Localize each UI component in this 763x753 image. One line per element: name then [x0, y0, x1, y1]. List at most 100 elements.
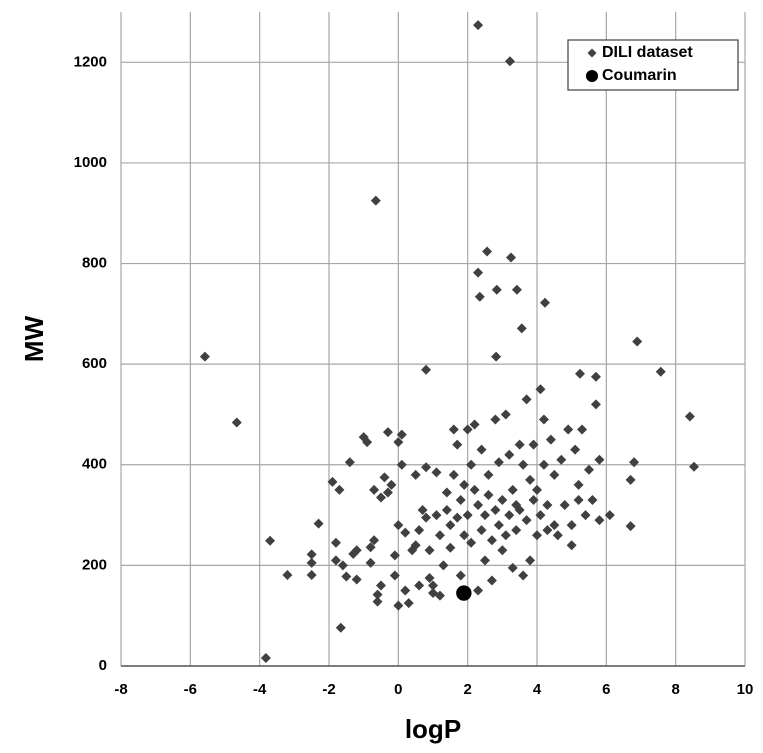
point — [521, 394, 532, 405]
point — [594, 515, 605, 526]
point — [459, 530, 470, 541]
point — [573, 494, 584, 505]
point — [337, 560, 348, 571]
point — [376, 492, 386, 503]
point — [480, 510, 490, 521]
point — [431, 510, 442, 521]
x-tick-label: 0 — [394, 681, 402, 698]
point — [491, 351, 502, 362]
point — [330, 555, 341, 566]
point — [632, 336, 643, 347]
point — [684, 411, 695, 422]
point — [306, 549, 317, 560]
point — [566, 540, 577, 551]
point — [573, 479, 584, 490]
point — [441, 487, 452, 498]
point — [410, 540, 421, 551]
point — [528, 439, 539, 450]
point — [506, 252, 516, 263]
x-tick-label: 8 — [671, 681, 679, 698]
legend-label: DILI dataset — [602, 44, 693, 61]
point — [372, 589, 383, 600]
point — [334, 484, 345, 495]
point — [260, 652, 271, 663]
point — [393, 600, 404, 611]
point — [594, 454, 605, 465]
point — [456, 585, 472, 601]
x-tick-label: 10 — [737, 681, 754, 698]
point — [497, 494, 508, 505]
point — [490, 505, 501, 516]
point — [370, 195, 381, 206]
point — [372, 596, 383, 607]
point — [563, 424, 574, 435]
point — [507, 484, 518, 495]
point — [466, 537, 477, 548]
point — [466, 459, 477, 470]
point — [507, 562, 518, 573]
point — [482, 246, 493, 257]
legend-marker — [587, 48, 597, 58]
point — [351, 574, 362, 585]
point — [428, 580, 438, 591]
point — [516, 323, 527, 334]
point — [542, 525, 553, 536]
point — [629, 457, 640, 468]
point — [504, 56, 515, 67]
point — [590, 371, 601, 382]
legend-marker — [585, 69, 599, 83]
point — [504, 510, 515, 521]
point — [473, 20, 484, 31]
point — [577, 424, 588, 435]
point — [655, 366, 666, 377]
point — [455, 494, 466, 505]
point — [500, 409, 511, 420]
point — [462, 424, 473, 435]
point — [511, 284, 522, 295]
point — [414, 525, 425, 536]
point — [389, 570, 400, 581]
point — [386, 479, 397, 490]
point — [474, 291, 485, 302]
point — [480, 555, 490, 566]
point — [473, 267, 484, 278]
point — [365, 557, 376, 568]
point — [306, 569, 317, 580]
point — [421, 512, 432, 523]
point — [445, 520, 456, 531]
point — [476, 444, 487, 455]
point — [559, 500, 570, 511]
point — [549, 469, 560, 480]
point — [448, 469, 459, 480]
point — [455, 570, 466, 581]
point — [389, 550, 400, 561]
point — [434, 530, 445, 541]
x-tick-label: -8 — [114, 681, 127, 698]
x-tick-label: 6 — [602, 681, 610, 698]
y-tick-label: 400 — [82, 456, 107, 473]
x-tick-label: -4 — [253, 681, 267, 698]
point — [483, 469, 494, 480]
point — [393, 520, 404, 531]
point — [504, 449, 515, 460]
point — [351, 545, 362, 556]
point — [330, 537, 341, 548]
x-tick-label: -2 — [322, 681, 335, 698]
point — [421, 364, 432, 375]
point — [424, 545, 435, 556]
point — [393, 437, 404, 448]
point — [341, 571, 352, 582]
point — [445, 542, 456, 553]
point — [469, 484, 480, 495]
point — [532, 484, 542, 495]
point — [580, 510, 591, 521]
point — [231, 417, 242, 428]
legend-box — [567, 39, 739, 91]
point — [376, 580, 386, 591]
point — [604, 510, 615, 521]
point — [382, 427, 393, 438]
point — [452, 512, 463, 523]
point — [545, 434, 556, 445]
point — [511, 525, 522, 536]
